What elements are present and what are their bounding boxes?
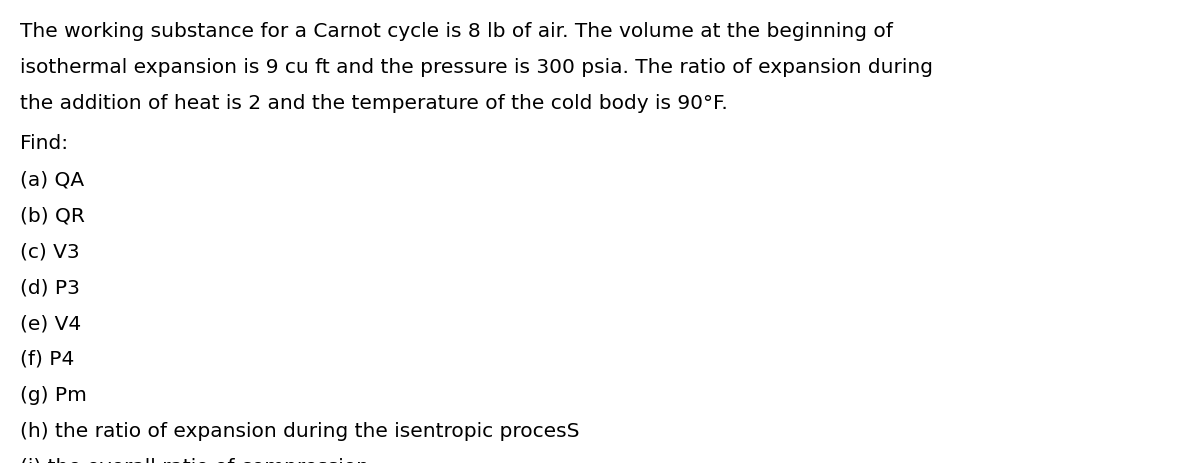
Text: Find:: Find:: [20, 134, 68, 153]
Text: (d) P3: (d) P3: [20, 277, 80, 296]
Text: The working substance for a Carnot cycle is 8 lb of air. The volume at the begin: The working substance for a Carnot cycle…: [20, 22, 893, 41]
Text: (f) P4: (f) P4: [20, 349, 74, 368]
Text: (h) the ratio of expansion during the isentropic procesS: (h) the ratio of expansion during the is…: [20, 421, 580, 440]
Text: (i) the overall ratio of compression.: (i) the overall ratio of compression.: [20, 457, 376, 463]
Text: isothermal expansion is 9 cu ft and the pressure is 300 psia. The ratio of expan: isothermal expansion is 9 cu ft and the …: [20, 58, 934, 77]
Text: (g) Pm: (g) Pm: [20, 385, 86, 404]
Text: (b) QR: (b) QR: [20, 206, 85, 225]
Text: (a) QA: (a) QA: [20, 169, 84, 188]
Text: (c) V3: (c) V3: [20, 242, 79, 260]
Text: (e) V4: (e) V4: [20, 313, 82, 332]
Text: the addition of heat is 2 and the temperature of the cold body is 90°F.: the addition of heat is 2 and the temper…: [20, 94, 727, 113]
